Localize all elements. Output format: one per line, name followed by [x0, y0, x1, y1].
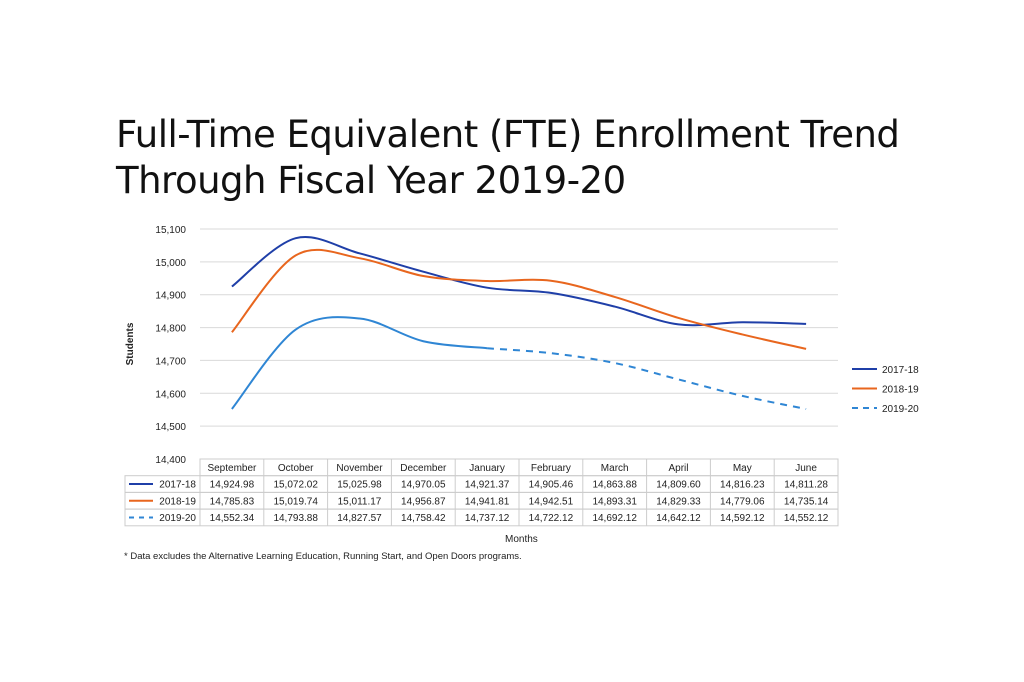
- table-cell: 14,552.12: [784, 513, 829, 524]
- title-line-2: Through Fiscal Year 2019-20: [116, 159, 626, 202]
- table-row-label: 2018-19: [159, 496, 196, 507]
- table-cell: 14,816.23: [720, 480, 765, 491]
- footnote: * Data excludes the Alternative Learning…: [124, 551, 522, 562]
- table-cell: 14,941.81: [465, 496, 510, 507]
- y-tick-label: 14,700: [155, 356, 186, 367]
- table-cell: 14,809.60: [656, 480, 701, 491]
- table-cell: 14,592.12: [720, 513, 765, 524]
- table-header-cell: February: [531, 463, 571, 474]
- legend-label: 2019-20: [882, 404, 919, 415]
- table-header-cell: December: [400, 463, 447, 474]
- y-axis-label: Students: [125, 322, 136, 365]
- table-header-cell: September: [207, 463, 257, 474]
- table-header-cell: May: [733, 463, 752, 474]
- legend-label: 2017-18: [882, 365, 919, 376]
- table-cell: 14,970.05: [401, 480, 446, 491]
- table-header-cell: April: [668, 463, 688, 474]
- table-cell: 14,956.87: [401, 496, 446, 507]
- table-cell: 14,827.57: [337, 513, 382, 524]
- table-cell: 15,011.17: [338, 496, 382, 507]
- table-cell: 14,793.88: [273, 513, 318, 524]
- table-cell: 14,722.12: [529, 513, 574, 524]
- table-cell: 14,863.88: [592, 480, 637, 491]
- table-row-border: [124, 508, 839, 527]
- table-cell: 14,737.12: [465, 513, 510, 524]
- y-tick-label: 14,500: [155, 422, 186, 433]
- table-cell: 14,692.12: [592, 513, 637, 524]
- y-tick-label: 15,100: [155, 225, 186, 236]
- title-line-1: Full-Time Equivalent (FTE) Enrollment Tr…: [116, 113, 900, 156]
- y-tick-label: 14,600: [155, 389, 186, 400]
- table-cell: 14,779.06: [720, 496, 765, 507]
- table-cell: 14,921.37: [465, 480, 510, 491]
- table-header-cell: June: [795, 463, 817, 474]
- table-cell: 15,025.98: [337, 480, 382, 491]
- series-line-2019-20-projected: [487, 347, 807, 410]
- table-cell: 14,642.12: [656, 513, 701, 524]
- table-cell: 14,552.34: [210, 513, 255, 524]
- y-tick-label: 14,400: [155, 455, 186, 466]
- table-cell: 14,735.14: [784, 496, 829, 507]
- table-cell: 14,785.83: [210, 496, 255, 507]
- legend-label: 2018-19: [882, 385, 919, 396]
- table-cell: 15,072.02: [273, 480, 318, 491]
- table-header-cell: November: [336, 463, 383, 474]
- table-cell: 14,758.42: [401, 513, 446, 524]
- y-tick-label: 14,800: [155, 324, 186, 335]
- table-header-cell: January: [469, 463, 505, 474]
- y-tick-label: 15,000: [155, 258, 186, 269]
- series-line-2018-19: [231, 248, 807, 350]
- table-row-label: 2019-20: [159, 513, 196, 524]
- table-cell: 14,924.98: [210, 480, 255, 491]
- chart-title: Full-Time Equivalent (FTE) Enrollment Tr…: [116, 112, 900, 204]
- table-header-cell: October: [278, 463, 314, 474]
- y-tick-label: 14,900: [155, 291, 186, 302]
- table-cell: 14,942.51: [529, 496, 574, 507]
- table-header-cell: March: [601, 463, 629, 474]
- table-row-label: 2017-18: [159, 480, 196, 491]
- table-cell: 14,905.46: [529, 480, 574, 491]
- table-cell: 15,019.74: [273, 496, 318, 507]
- table-cell: 14,893.31: [592, 496, 637, 507]
- x-axis-label: Months: [505, 534, 538, 545]
- table-cell: 14,829.33: [656, 496, 701, 507]
- table-cell: 14,811.28: [784, 480, 828, 491]
- series-line-2019-20-actual: [231, 316, 488, 410]
